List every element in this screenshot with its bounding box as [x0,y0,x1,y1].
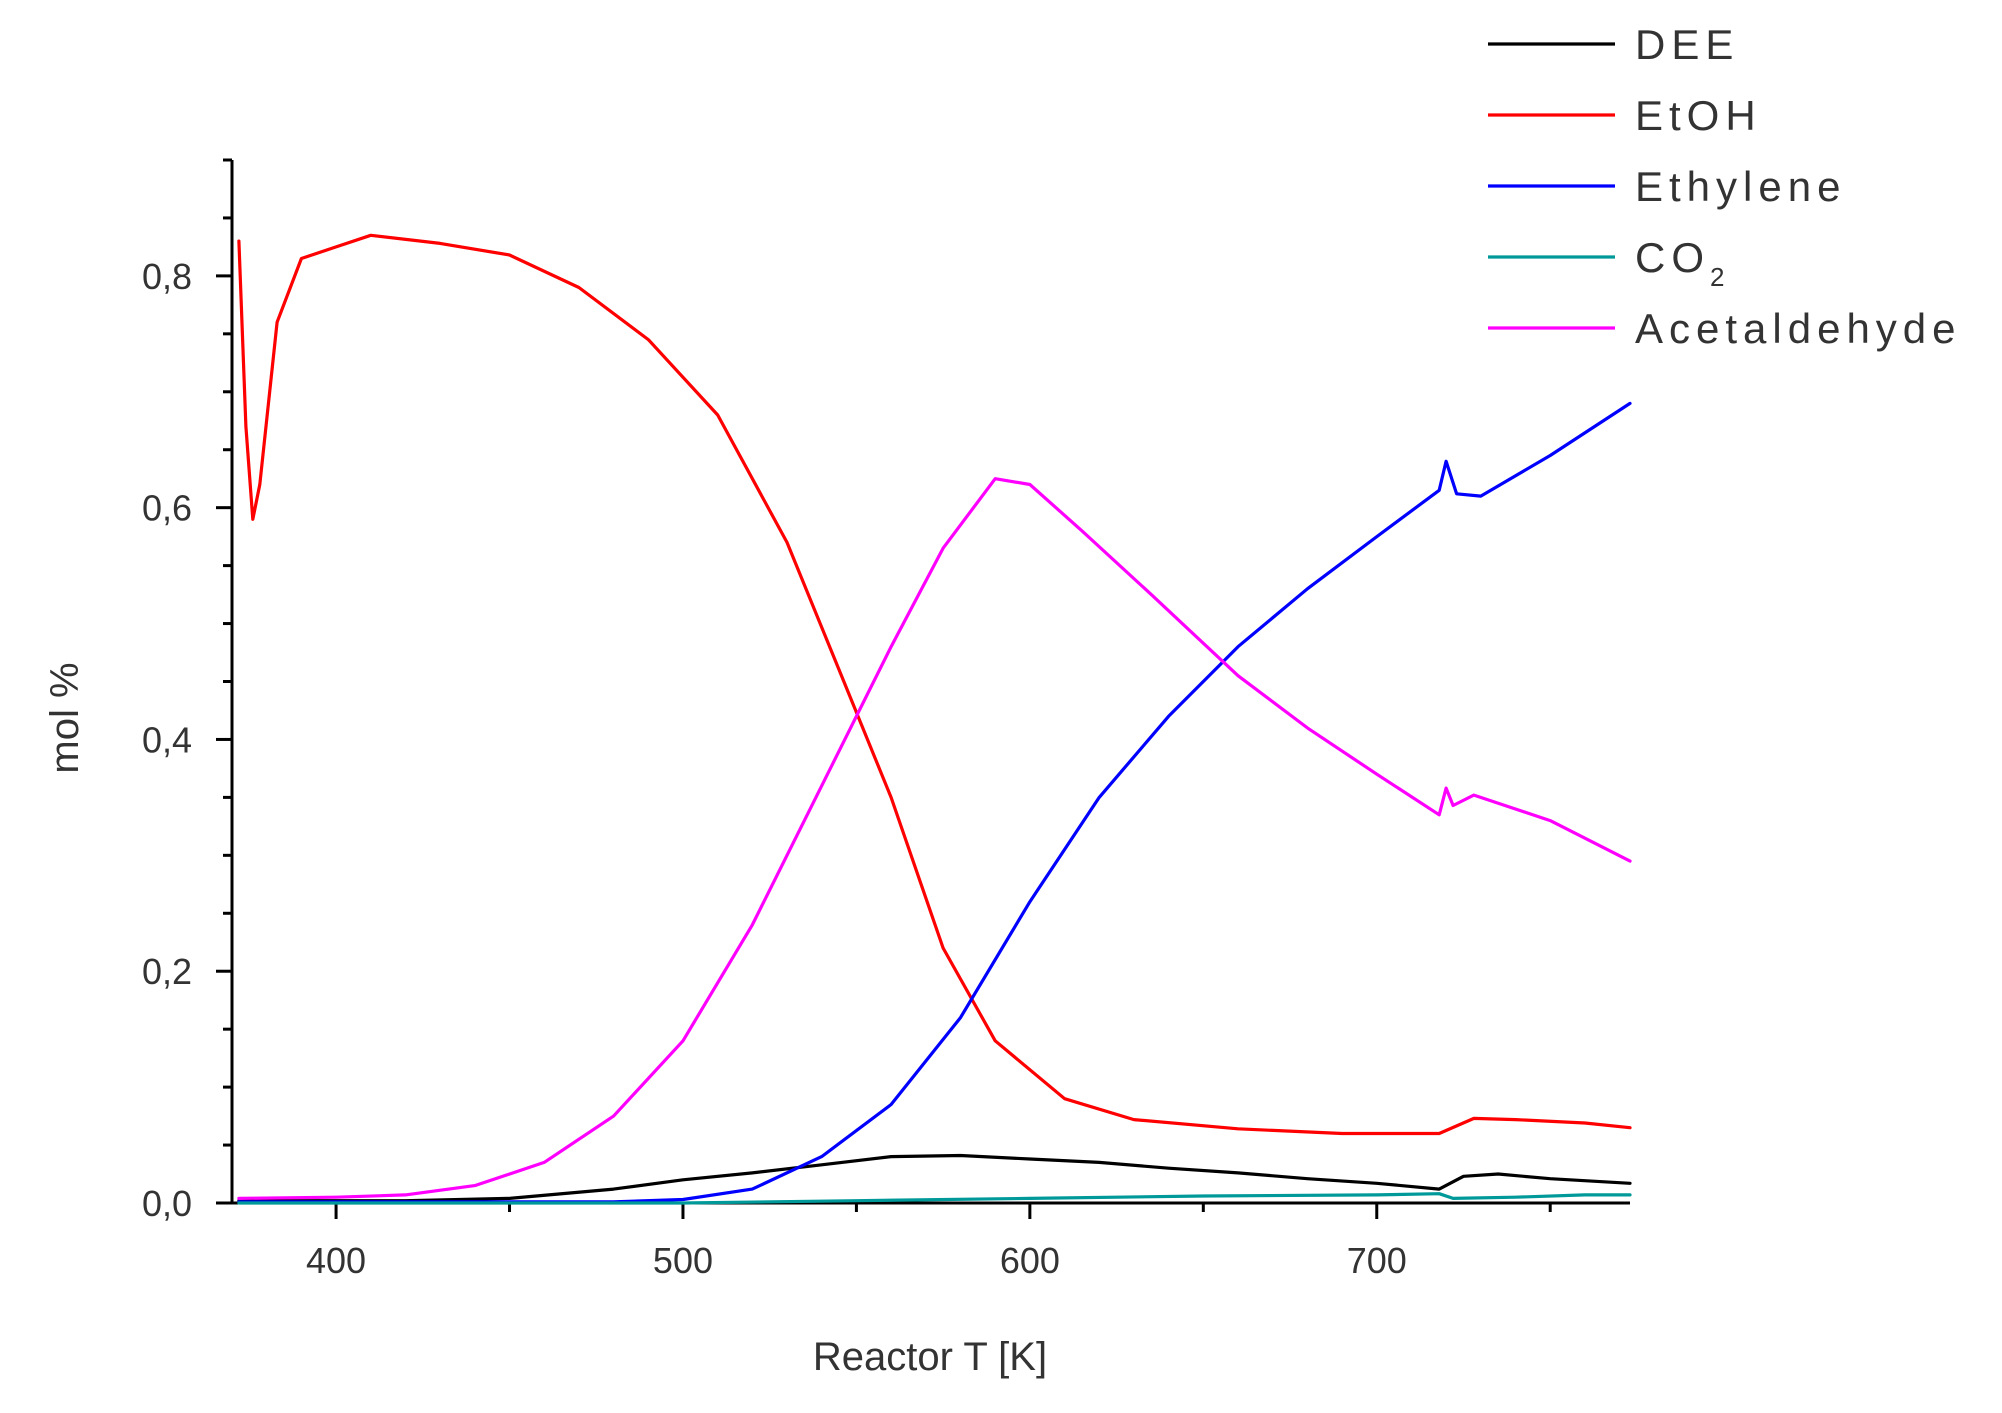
series-line-acetaldehyde [237,477,1632,1200]
y-tick-label: 0,0 [142,1183,192,1224]
axes [230,160,1630,1205]
y-tick-label: 0,4 [142,719,192,760]
x-tick-label: 700 [1347,1240,1407,1281]
x-axis-title: Reactor T [K] [813,1335,1047,1379]
legend: DEE EtOH Ethylene CO2 Acetaldehyde [1488,21,1962,352]
legend-label-etoh: EtOH [1635,92,1762,139]
x-tick-label: 600 [1000,1240,1060,1281]
series-layer [237,233,1632,1205]
legend-label-ethylene: Ethylene [1635,163,1846,210]
y-axis-ticks: 0,0 0,2 0,4 0,6 0,8 [142,158,232,1224]
x-axis-ticks: 400 500 600 700 [306,1203,1552,1281]
legend-label-co2: CO2 [1635,234,1730,292]
legend-subscript: 2 [1710,262,1730,292]
y-axis-title: mol % [43,662,87,773]
y-tick-label: 0,8 [142,256,192,297]
x-tick-label: 500 [653,1240,713,1281]
series-line-dee [237,1153,1632,1203]
legend-label-dee: DEE [1635,21,1739,68]
series-line-co2 [237,1192,1632,1205]
y-tick-label: 0,6 [142,488,192,529]
x-tick-label: 400 [306,1240,366,1281]
y-tick-label: 0,2 [142,951,192,992]
series-line-ethylene [237,401,1632,1204]
legend-label-acetaldehyde: Acetaldehyde [1635,305,1962,352]
series-line-etoh [237,233,1632,1136]
